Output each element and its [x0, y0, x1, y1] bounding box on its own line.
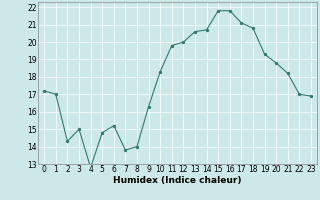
X-axis label: Humidex (Indice chaleur): Humidex (Indice chaleur) [113, 176, 242, 185]
